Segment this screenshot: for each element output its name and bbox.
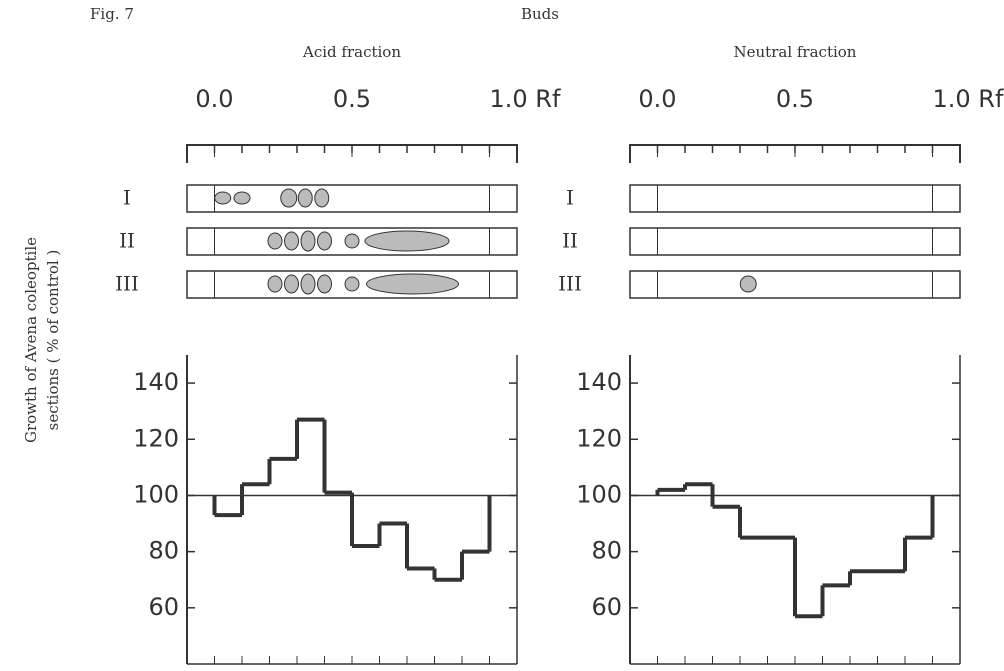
spot bbox=[284, 274, 299, 294]
y-tick-label: 120 bbox=[133, 424, 179, 452]
spot bbox=[280, 188, 298, 208]
spot bbox=[300, 230, 316, 252]
title: Buds bbox=[521, 5, 559, 23]
y-tick-label: 120 bbox=[576, 424, 622, 452]
x-tick-label: 0.5 bbox=[776, 85, 814, 113]
x-tick-label: 1.0 Rf bbox=[490, 85, 561, 113]
strip bbox=[186, 227, 518, 256]
strip bbox=[629, 184, 961, 213]
strip-label: I bbox=[566, 186, 574, 210]
y-axis-label: Growth of Avena coleoptile sections ( % … bbox=[22, 237, 62, 443]
spot bbox=[739, 275, 757, 293]
y-tick-label: 60 bbox=[148, 593, 179, 621]
y-tick-label: 100 bbox=[133, 480, 179, 508]
x-tick-label: 0.0 bbox=[638, 85, 676, 113]
y-tick-label: 140 bbox=[133, 368, 179, 396]
spot bbox=[364, 230, 450, 252]
spot bbox=[267, 275, 283, 293]
strip-label: II bbox=[119, 229, 135, 253]
strip bbox=[629, 270, 961, 299]
strip bbox=[186, 270, 518, 299]
spot bbox=[317, 274, 332, 294]
spot bbox=[267, 232, 283, 250]
y-label-line: sections ( % of control ) bbox=[44, 250, 62, 431]
spot bbox=[284, 231, 299, 251]
spot bbox=[300, 273, 316, 295]
strip-label: III bbox=[115, 272, 139, 296]
subtitle: Acid fraction bbox=[302, 43, 401, 61]
subtitle: Neutral fraction bbox=[734, 43, 857, 61]
spot bbox=[366, 273, 459, 295]
spot bbox=[317, 231, 332, 251]
x-tick-label: 0.0 bbox=[195, 85, 233, 113]
y-tick-label: 140 bbox=[576, 368, 622, 396]
strip bbox=[186, 184, 518, 213]
spot bbox=[214, 191, 232, 205]
y-tick-label: 80 bbox=[148, 537, 179, 565]
strip bbox=[629, 227, 961, 256]
spot bbox=[344, 276, 360, 292]
spot bbox=[314, 188, 330, 208]
spot bbox=[344, 233, 360, 249]
y-tick-label: 60 bbox=[591, 593, 622, 621]
y-label-line: Growth of Avena coleoptile bbox=[22, 237, 40, 443]
spot bbox=[297, 188, 313, 208]
figure-label: Fig. 7 bbox=[90, 5, 134, 23]
y-tick-label: 100 bbox=[576, 480, 622, 508]
spot bbox=[233, 191, 251, 205]
strip-label: I bbox=[123, 186, 131, 210]
y-tick-label: 80 bbox=[591, 537, 622, 565]
x-tick-label: 1.0 Rf bbox=[933, 85, 1004, 113]
x-tick-label: 0.5 bbox=[333, 85, 371, 113]
strip-label: III bbox=[558, 272, 582, 296]
strip-label: II bbox=[562, 229, 578, 253]
